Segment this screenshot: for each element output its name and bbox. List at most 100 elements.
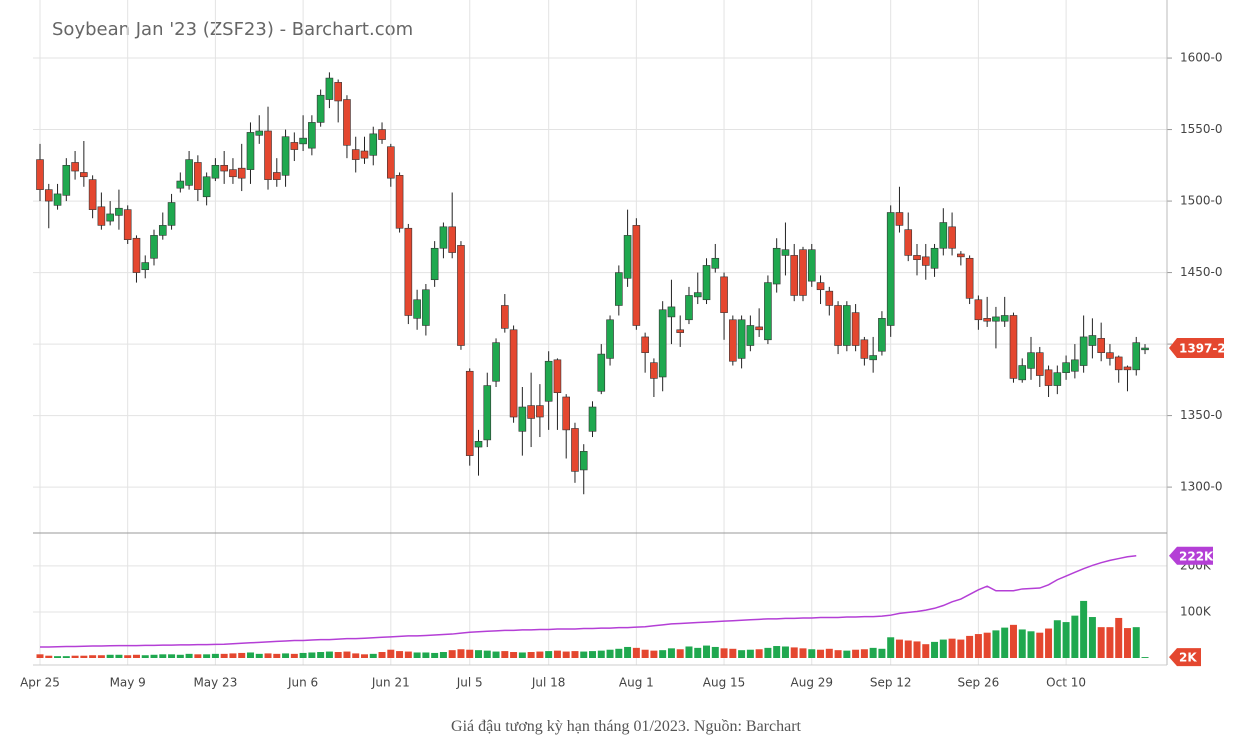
volume-bar bbox=[203, 654, 211, 658]
volume-bar bbox=[948, 638, 956, 658]
volume-bar bbox=[185, 653, 193, 658]
candle-body bbox=[1044, 369, 1053, 386]
candle-body bbox=[974, 299, 983, 321]
candle-body bbox=[562, 396, 571, 431]
candle-body bbox=[202, 176, 211, 198]
chart: Soybean Jan '23 (ZSF23) - Barchart.com A… bbox=[20, 0, 1226, 690]
volume-bar bbox=[878, 648, 886, 658]
candle-body bbox=[799, 249, 807, 296]
candle-body bbox=[711, 257, 720, 269]
candle-body bbox=[492, 342, 500, 382]
candle-body bbox=[1141, 347, 1149, 351]
candle-body bbox=[729, 319, 737, 362]
volume-bar bbox=[483, 650, 491, 658]
candle-body bbox=[921, 256, 930, 266]
candle-body bbox=[764, 282, 772, 341]
volume-bar bbox=[343, 651, 351, 658]
candle-body bbox=[720, 276, 728, 313]
candle-body bbox=[474, 441, 483, 448]
volume-bar bbox=[62, 656, 70, 658]
candle-body bbox=[939, 222, 948, 249]
volume-bar bbox=[781, 646, 789, 658]
candle-body bbox=[360, 150, 369, 159]
volume-bar bbox=[457, 649, 465, 658]
value-tag bbox=[1169, 546, 1213, 565]
volume-bar bbox=[378, 652, 386, 658]
volume-bar bbox=[746, 649, 754, 658]
volume-bar bbox=[1106, 627, 1114, 658]
volume-bar bbox=[843, 650, 851, 658]
candle-body bbox=[264, 130, 272, 180]
volume-bar bbox=[1080, 600, 1088, 658]
volume-bar bbox=[290, 653, 298, 658]
volume-bar bbox=[992, 630, 1000, 658]
volume-bar bbox=[1097, 627, 1105, 658]
volume-bar bbox=[413, 652, 421, 658]
volume-bar bbox=[518, 652, 526, 658]
candle-body bbox=[343, 99, 351, 146]
candle-body bbox=[544, 360, 553, 402]
volume-bar bbox=[124, 655, 132, 658]
candle-body bbox=[448, 226, 456, 253]
volume-bar bbox=[790, 647, 798, 658]
candle-body bbox=[834, 305, 842, 346]
x-tick-label: Sep 12 bbox=[870, 676, 912, 690]
candle-body bbox=[878, 318, 886, 352]
volume-bar bbox=[97, 655, 105, 658]
volume-bar bbox=[1018, 629, 1026, 658]
candle-body bbox=[1097, 338, 1105, 353]
candle-body bbox=[106, 213, 114, 222]
volume-bar bbox=[510, 652, 518, 658]
candle-body bbox=[404, 227, 413, 316]
candle-body bbox=[465, 370, 474, 456]
candle-body bbox=[395, 175, 404, 229]
volume-bar bbox=[168, 654, 176, 658]
volume-bar bbox=[1001, 627, 1009, 658]
candle-body bbox=[53, 193, 62, 206]
x-tick-label: Jul 18 bbox=[531, 676, 566, 690]
volume-bar bbox=[360, 654, 368, 658]
candle-body bbox=[1088, 335, 1097, 346]
volume-bar bbox=[422, 652, 430, 658]
candle-body bbox=[132, 237, 141, 273]
candle-body bbox=[80, 172, 88, 178]
volume-bar bbox=[720, 648, 728, 658]
volume-bar bbox=[1009, 624, 1017, 658]
x-tick-label: Aug 29 bbox=[791, 676, 834, 690]
volume-bar bbox=[580, 651, 588, 658]
candle-body bbox=[597, 353, 606, 392]
volume-bar bbox=[492, 651, 500, 658]
candle-body bbox=[606, 319, 614, 359]
candle-body bbox=[851, 312, 860, 346]
volume-bar bbox=[439, 652, 447, 658]
candle-body bbox=[904, 229, 913, 256]
volume-bar bbox=[299, 652, 307, 658]
candle-body bbox=[237, 167, 246, 179]
candle-body bbox=[369, 133, 378, 156]
volume-bar bbox=[501, 651, 509, 658]
volume-bar bbox=[764, 647, 772, 658]
candle-body bbox=[571, 428, 579, 472]
volume-bar bbox=[755, 649, 763, 658]
y-tick-label: 1550-0 bbox=[1180, 122, 1223, 136]
candle-body bbox=[194, 162, 202, 190]
candle-body bbox=[860, 339, 869, 359]
volume-bar bbox=[527, 652, 535, 658]
candle-body bbox=[632, 225, 641, 326]
x-tick-label: Jun 6 bbox=[287, 676, 318, 690]
x-tick-label: May 23 bbox=[193, 676, 237, 690]
candle-body bbox=[325, 77, 334, 100]
volume-bar bbox=[711, 646, 719, 658]
y-tick-label: 1450-0 bbox=[1180, 265, 1223, 279]
candle-body bbox=[1123, 366, 1132, 371]
candle-body bbox=[693, 292, 702, 298]
candle-body bbox=[615, 272, 623, 306]
open-interest-line bbox=[40, 555, 1137, 648]
candle-body bbox=[1027, 352, 1035, 369]
volume-bar bbox=[939, 639, 947, 658]
volume-bar bbox=[1036, 632, 1044, 658]
volume-bar bbox=[404, 651, 412, 658]
volume-bar bbox=[220, 653, 228, 658]
candle-body bbox=[413, 299, 421, 319]
volume-bar bbox=[808, 649, 816, 658]
